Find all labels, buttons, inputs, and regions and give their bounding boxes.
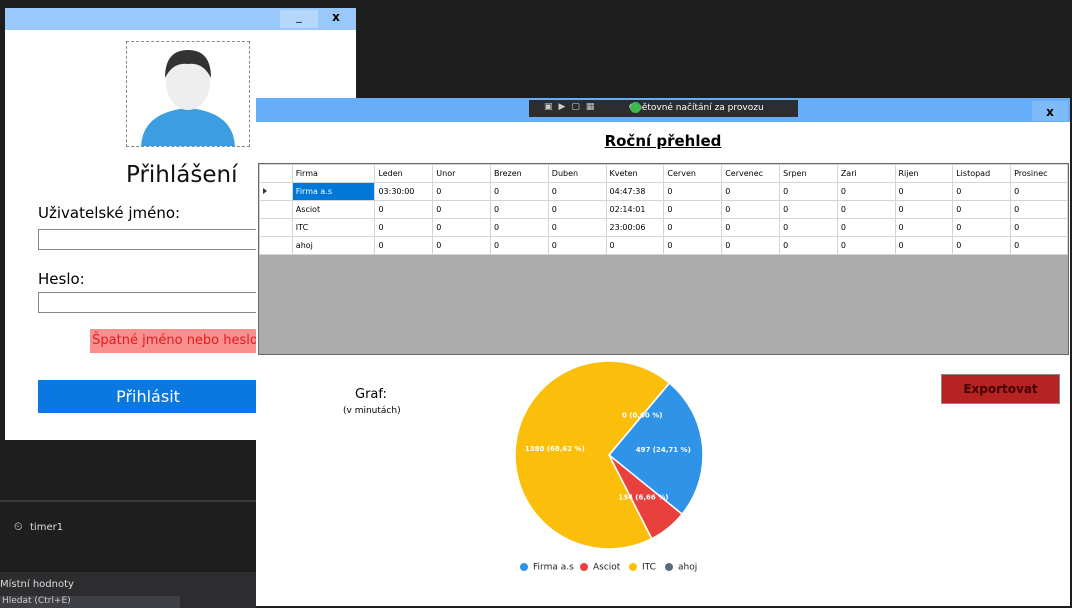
close-button[interactable]: x (1032, 101, 1068, 121)
cell[interactable]: 0 (605, 236, 665, 255)
cell[interactable]: 0 (547, 236, 607, 255)
title-bar (5, 8, 356, 30)
cell[interactable]: ahoj (291, 236, 376, 255)
pie-slice (514, 360, 671, 550)
legend-marker (629, 563, 637, 571)
divider (0, 500, 256, 502)
toolbar-icons[interactable]: ▣▶▢▦ (544, 102, 601, 112)
timer-icon: ⏲ (14, 520, 23, 533)
cell[interactable]: 0 (894, 236, 954, 255)
legend-label: Firma a.s (533, 563, 574, 573)
cell[interactable]: 0 (663, 236, 723, 255)
data-row: ITC 0 0 0 0 23:00:06 0 0 0 0 0 0 0 (259, 218, 1068, 237)
cell[interactable]: 0 (1010, 236, 1068, 255)
export-button[interactable]: Exportovat (941, 374, 1060, 404)
legend-marker (520, 563, 528, 571)
graph-title: Graf: (355, 387, 387, 402)
pie-slice (608, 382, 670, 456)
cell[interactable]: 0 (721, 182, 781, 201)
component[interactable]: timer1 (30, 522, 64, 533)
username-label: Uživatelské jméno: (38, 204, 181, 222)
value-label: 1380 (68,62 %) (525, 445, 585, 453)
close-button[interactable]: x (332, 10, 340, 24)
cell[interactable]: 0 (836, 236, 896, 255)
grid-table: Firma Leden Unor Brezen Duben Kveten Cerven Cer… (259, 164, 1068, 255)
value-label: 0 (0,00 %) (622, 411, 662, 419)
cell[interactable]: 0 (1010, 182, 1068, 201)
minimize-button[interactable]: _ (280, 10, 318, 28)
search-box[interactable]: Hledat (Ctrl+E) (0, 596, 180, 608)
value-label: 134 (6,66 %) (618, 493, 668, 501)
avatar (126, 41, 250, 147)
legend-marker (665, 563, 673, 571)
data-grid: Firma Leden Unor Brezen Duben Kveten Cerven Cer… (258, 163, 1069, 355)
login-title: Přihlášení (126, 162, 238, 188)
data-row: Asciot 0 0 0 0 02:14:01 0 0 0 0 0 0 0 (259, 200, 1068, 219)
legend-label: Asciot (593, 563, 621, 573)
cell[interactable]: 0 (952, 236, 1012, 255)
legend-label: ahoj (678, 563, 697, 573)
cell[interactable]: 0 (490, 236, 549, 255)
column-header: Brezen (490, 164, 549, 183)
panel-title: Místní hodnoty (0, 579, 74, 590)
hot-reload-toolbar[interactable]: Opětovné načítání za provozu (529, 100, 798, 117)
login-button[interactable]: Přihlásit (38, 380, 258, 413)
legend-label: ITC (642, 563, 656, 573)
graph-subtitle: (v minutách) (343, 406, 401, 416)
pie-slice (607, 381, 704, 516)
cell[interactable]: 0 (721, 236, 781, 255)
cell[interactable]: 0 (432, 236, 491, 255)
legend-marker (580, 563, 588, 571)
heading: Roční přehled (604, 132, 722, 150)
avatar-icon (141, 50, 235, 146)
cell[interactable]: 0 (374, 236, 434, 255)
status-icon (630, 102, 641, 113)
column-header: Leden (374, 164, 434, 183)
data-row: ahoj 0 0 0 0 0 0 0 0 0 0 0 0 (259, 236, 1068, 255)
password-label: Heslo: (38, 270, 85, 288)
pie-chart: 497 (24,71 %) 134 (6,66 %) 1380 (68,62 %) 0… (514, 360, 704, 573)
cell[interactable]: 0 (779, 200, 838, 219)
error-message: Špatné jméno nebo heslo (90, 329, 260, 353)
value-label: 497 (24,71 %) (636, 446, 691, 454)
current-row-marker (263, 188, 267, 194)
main-window: Opětovné načítání za provozu ▣▶▢▦ x Ročn… (256, 98, 1070, 606)
cell[interactable]: 0 (779, 236, 838, 255)
